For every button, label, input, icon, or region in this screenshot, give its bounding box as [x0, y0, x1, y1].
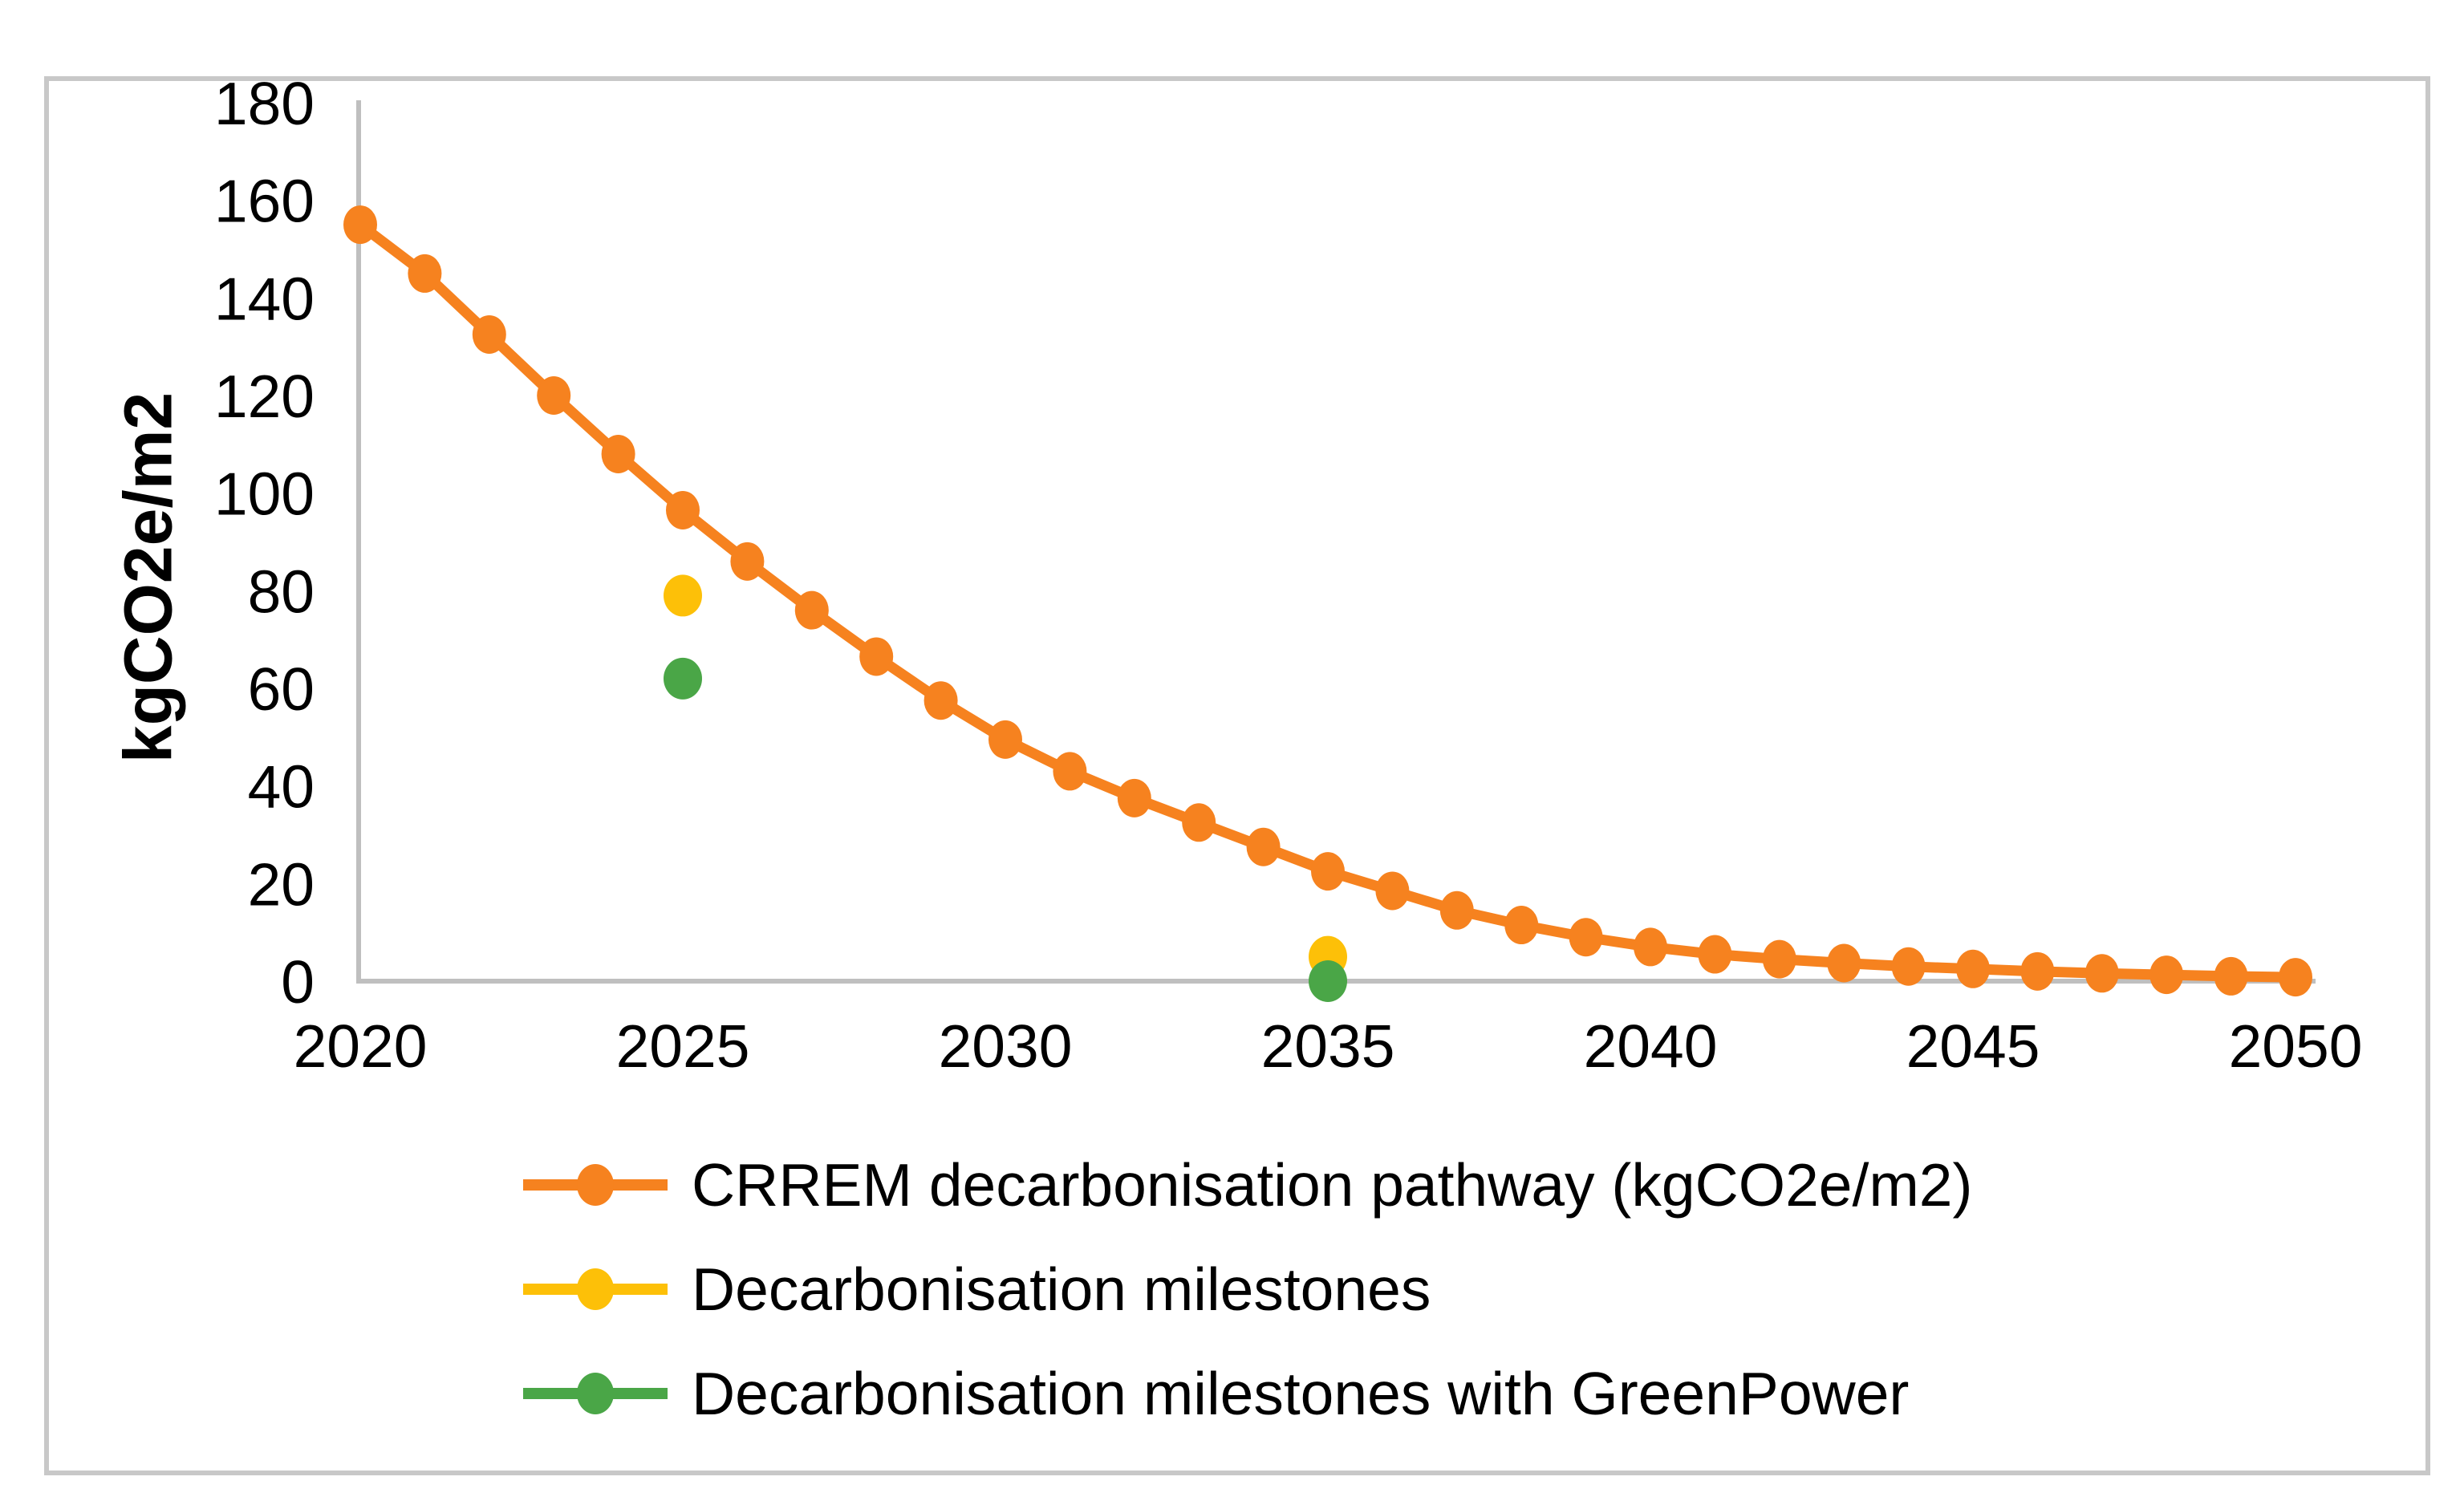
x-tick-label: 2030 [939, 1012, 1073, 1080]
y-tick-label: 40 [248, 753, 315, 821]
crrem-pathway-point [1182, 803, 1216, 842]
milestones-legend-marker-icon [523, 1268, 668, 1310]
x-tick-label: 2045 [1906, 1012, 2040, 1080]
crrem-pathway-point [1698, 935, 1732, 974]
y-tick-label: 180 [214, 70, 315, 137]
y-tick-label: 0 [281, 948, 315, 1016]
legend-row-milestones: Decarbonisation milestones [523, 1237, 1973, 1341]
x-tick-label: 2035 [1261, 1012, 1395, 1080]
legend-row-crrem-pathway: CRREM decarbonisation pathway (kgCO2e/m2… [523, 1133, 1973, 1237]
crrem-pathway-point [408, 254, 442, 293]
milestones-greenpower-legend-marker-icon [523, 1373, 668, 1414]
crrem-pathway-point [1439, 890, 1474, 930]
crrem-pathway-point [1827, 943, 1861, 983]
crrem-pathway-point [666, 490, 700, 529]
y-tick-label: 20 [248, 850, 315, 918]
crrem-pathway-point [1311, 852, 1345, 891]
crrem-pathway-point [2214, 956, 2248, 996]
x-tick-label: 2020 [294, 1012, 428, 1080]
legend-label-milestones: Decarbonisation milestones [692, 1256, 1431, 1323]
crrem-pathway-point [472, 314, 506, 354]
x-tick-label: 2040 [1584, 1012, 1718, 1080]
crrem-pathway-point [1375, 871, 1410, 911]
y-tick-label: 120 [214, 363, 315, 430]
y-axis-title: kgCO2e/m2 [110, 391, 186, 764]
crrem-pathway-point [1053, 752, 1087, 791]
legend-label-milestones-greenpower: Decarbonisation milestones with GreenPow… [692, 1360, 1910, 1427]
figure-border [44, 76, 2430, 1475]
crrem-pathway-point [1762, 939, 1796, 979]
greenpower-milestone-point [1309, 960, 1347, 1002]
y-tick-label: 160 [214, 168, 315, 235]
y-tick-label: 100 [214, 460, 315, 528]
crrem-pathway-point [2149, 955, 2184, 995]
crrem-pathway-point [1504, 906, 1539, 945]
y-tick-label: 60 [248, 655, 315, 723]
y-tick-label: 140 [214, 265, 315, 332]
y-tick-label: 80 [248, 558, 315, 625]
crrem-pathway-point [1117, 778, 1151, 817]
crrem-pathway-point [923, 681, 958, 720]
greenpower-milestone-point [664, 657, 702, 700]
legend-row-milestones-greenpower: Decarbonisation milestones with GreenPow… [523, 1341, 1973, 1446]
crrem-pathway-point [537, 376, 571, 415]
crrem-pathway-point [1891, 947, 1926, 986]
crrem-pathway-legend-marker-icon [523, 1164, 668, 1206]
x-tick-label: 2050 [2229, 1012, 2363, 1080]
crrem-pathway-point [859, 637, 894, 676]
crrem-pathway-point [1956, 949, 1990, 988]
crrem-pathway-point [1569, 918, 1603, 957]
x-tick-label: 2025 [616, 1012, 750, 1080]
crrem-pathway-point [2084, 954, 2119, 993]
crrem-pathway-point [601, 435, 635, 473]
crrem-pathway-point [2020, 951, 2055, 991]
crrem-pathway-point [1634, 927, 1667, 967]
crrem-pathway-point [794, 590, 829, 630]
crrem-pathway-point [730, 542, 765, 581]
legend: CRREM decarbonisation pathway (kgCO2e/m2… [523, 1133, 1973, 1446]
milestone-point [664, 574, 702, 617]
legend-label-crrem-pathway: CRREM decarbonisation pathway (kgCO2e/m2… [692, 1151, 1973, 1219]
crrem-pathway-point [1246, 827, 1281, 866]
crrem-pathway-point [2279, 958, 2312, 997]
crrem-pathway-point [988, 720, 1022, 759]
crrem-pathway-point [343, 205, 377, 245]
